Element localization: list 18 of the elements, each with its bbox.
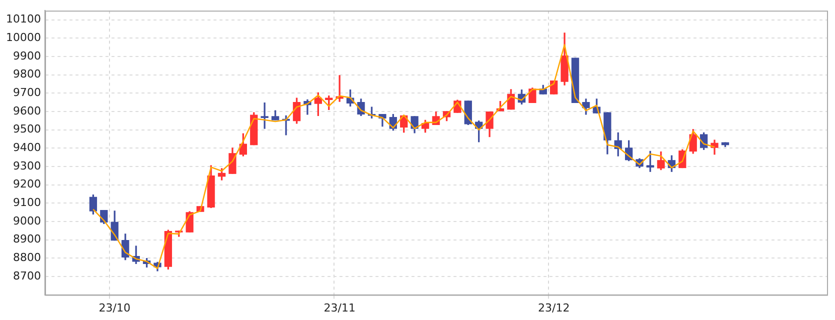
- y-tick-label: 9100: [12, 196, 41, 209]
- y-tick-label: 9300: [12, 159, 41, 172]
- y-tick-label: 9900: [12, 49, 41, 62]
- x-tick-label: 23/11: [324, 301, 356, 314]
- y-tick-label: 8700: [12, 269, 41, 282]
- y-tick-label: 8900: [12, 232, 41, 246]
- x-tick-label: 23/10: [98, 301, 130, 314]
- y-tick-label: 9600: [12, 104, 41, 118]
- y-tick-label: 9200: [12, 178, 41, 191]
- y-tick-label: 10100: [6, 12, 41, 26]
- y-tick-label: 10000: [6, 30, 41, 44]
- y-tick-label: 9800: [12, 68, 41, 81]
- y-tick-label: 9000: [12, 214, 41, 228]
- y-tick-label: 9400: [12, 140, 41, 154]
- y-tick-label: 9700: [12, 86, 41, 99]
- y-tick-label: 9500: [12, 122, 41, 136]
- y-tick-label: 8800: [12, 250, 41, 264]
- x-tick-label: 23/12: [538, 301, 570, 314]
